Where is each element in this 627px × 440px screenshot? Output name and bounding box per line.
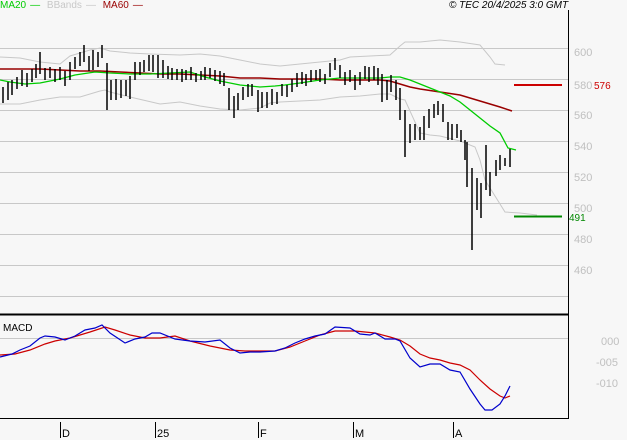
ma60-line (0, 68, 513, 112)
ohlc-bars (2, 45, 511, 250)
macd-signal-line (0, 326, 511, 399)
svg-text:460: 460 (574, 265, 592, 277)
legend-bbands: BBands — (46, 0, 96, 11)
x-tick-feb: F (260, 428, 267, 440)
legend-ma60: MA60— (102, 0, 143, 11)
chart-legend: MA20— BBands — MA60— (0, 0, 147, 12)
x-tick-apr: A (455, 428, 463, 440)
resistance-level-label: 576 (594, 81, 611, 92)
macd-axis-labels: 000 -005 -010 (596, 336, 619, 390)
ma20-line (0, 71, 517, 151)
copyright-text: © TEC 20/4/2025 3:0 GMT (449, 0, 569, 11)
price-axis-labels: 600 580 560 540 520 500 480 460 (574, 47, 592, 277)
x-tick-dec: D (62, 428, 70, 440)
bband-lower (0, 89, 538, 216)
svg-text:-010: -010 (596, 378, 618, 390)
svg-text:480: 480 (574, 234, 592, 246)
svg-text:600: 600 (574, 47, 592, 59)
x-tick-mar: M (355, 428, 364, 440)
svg-text:580: 580 (574, 80, 592, 92)
svg-text:520: 520 (574, 172, 592, 184)
svg-text:-005: -005 (596, 357, 618, 369)
svg-text:500: 500 (574, 203, 592, 215)
x-axis (60, 422, 454, 438)
macd-title: MACD (3, 323, 32, 334)
svg-text:540: 540 (574, 141, 592, 153)
svg-text:560: 560 (574, 110, 592, 122)
bband-upper (0, 39, 506, 67)
x-tick-25: 25 (157, 428, 169, 440)
price-gridlines (0, 48, 568, 297)
support-level-label: 491 (569, 213, 586, 224)
legend-ma20: MA20— (0, 0, 41, 11)
macd-line (0, 324, 511, 411)
svg-text:000: 000 (601, 336, 619, 348)
